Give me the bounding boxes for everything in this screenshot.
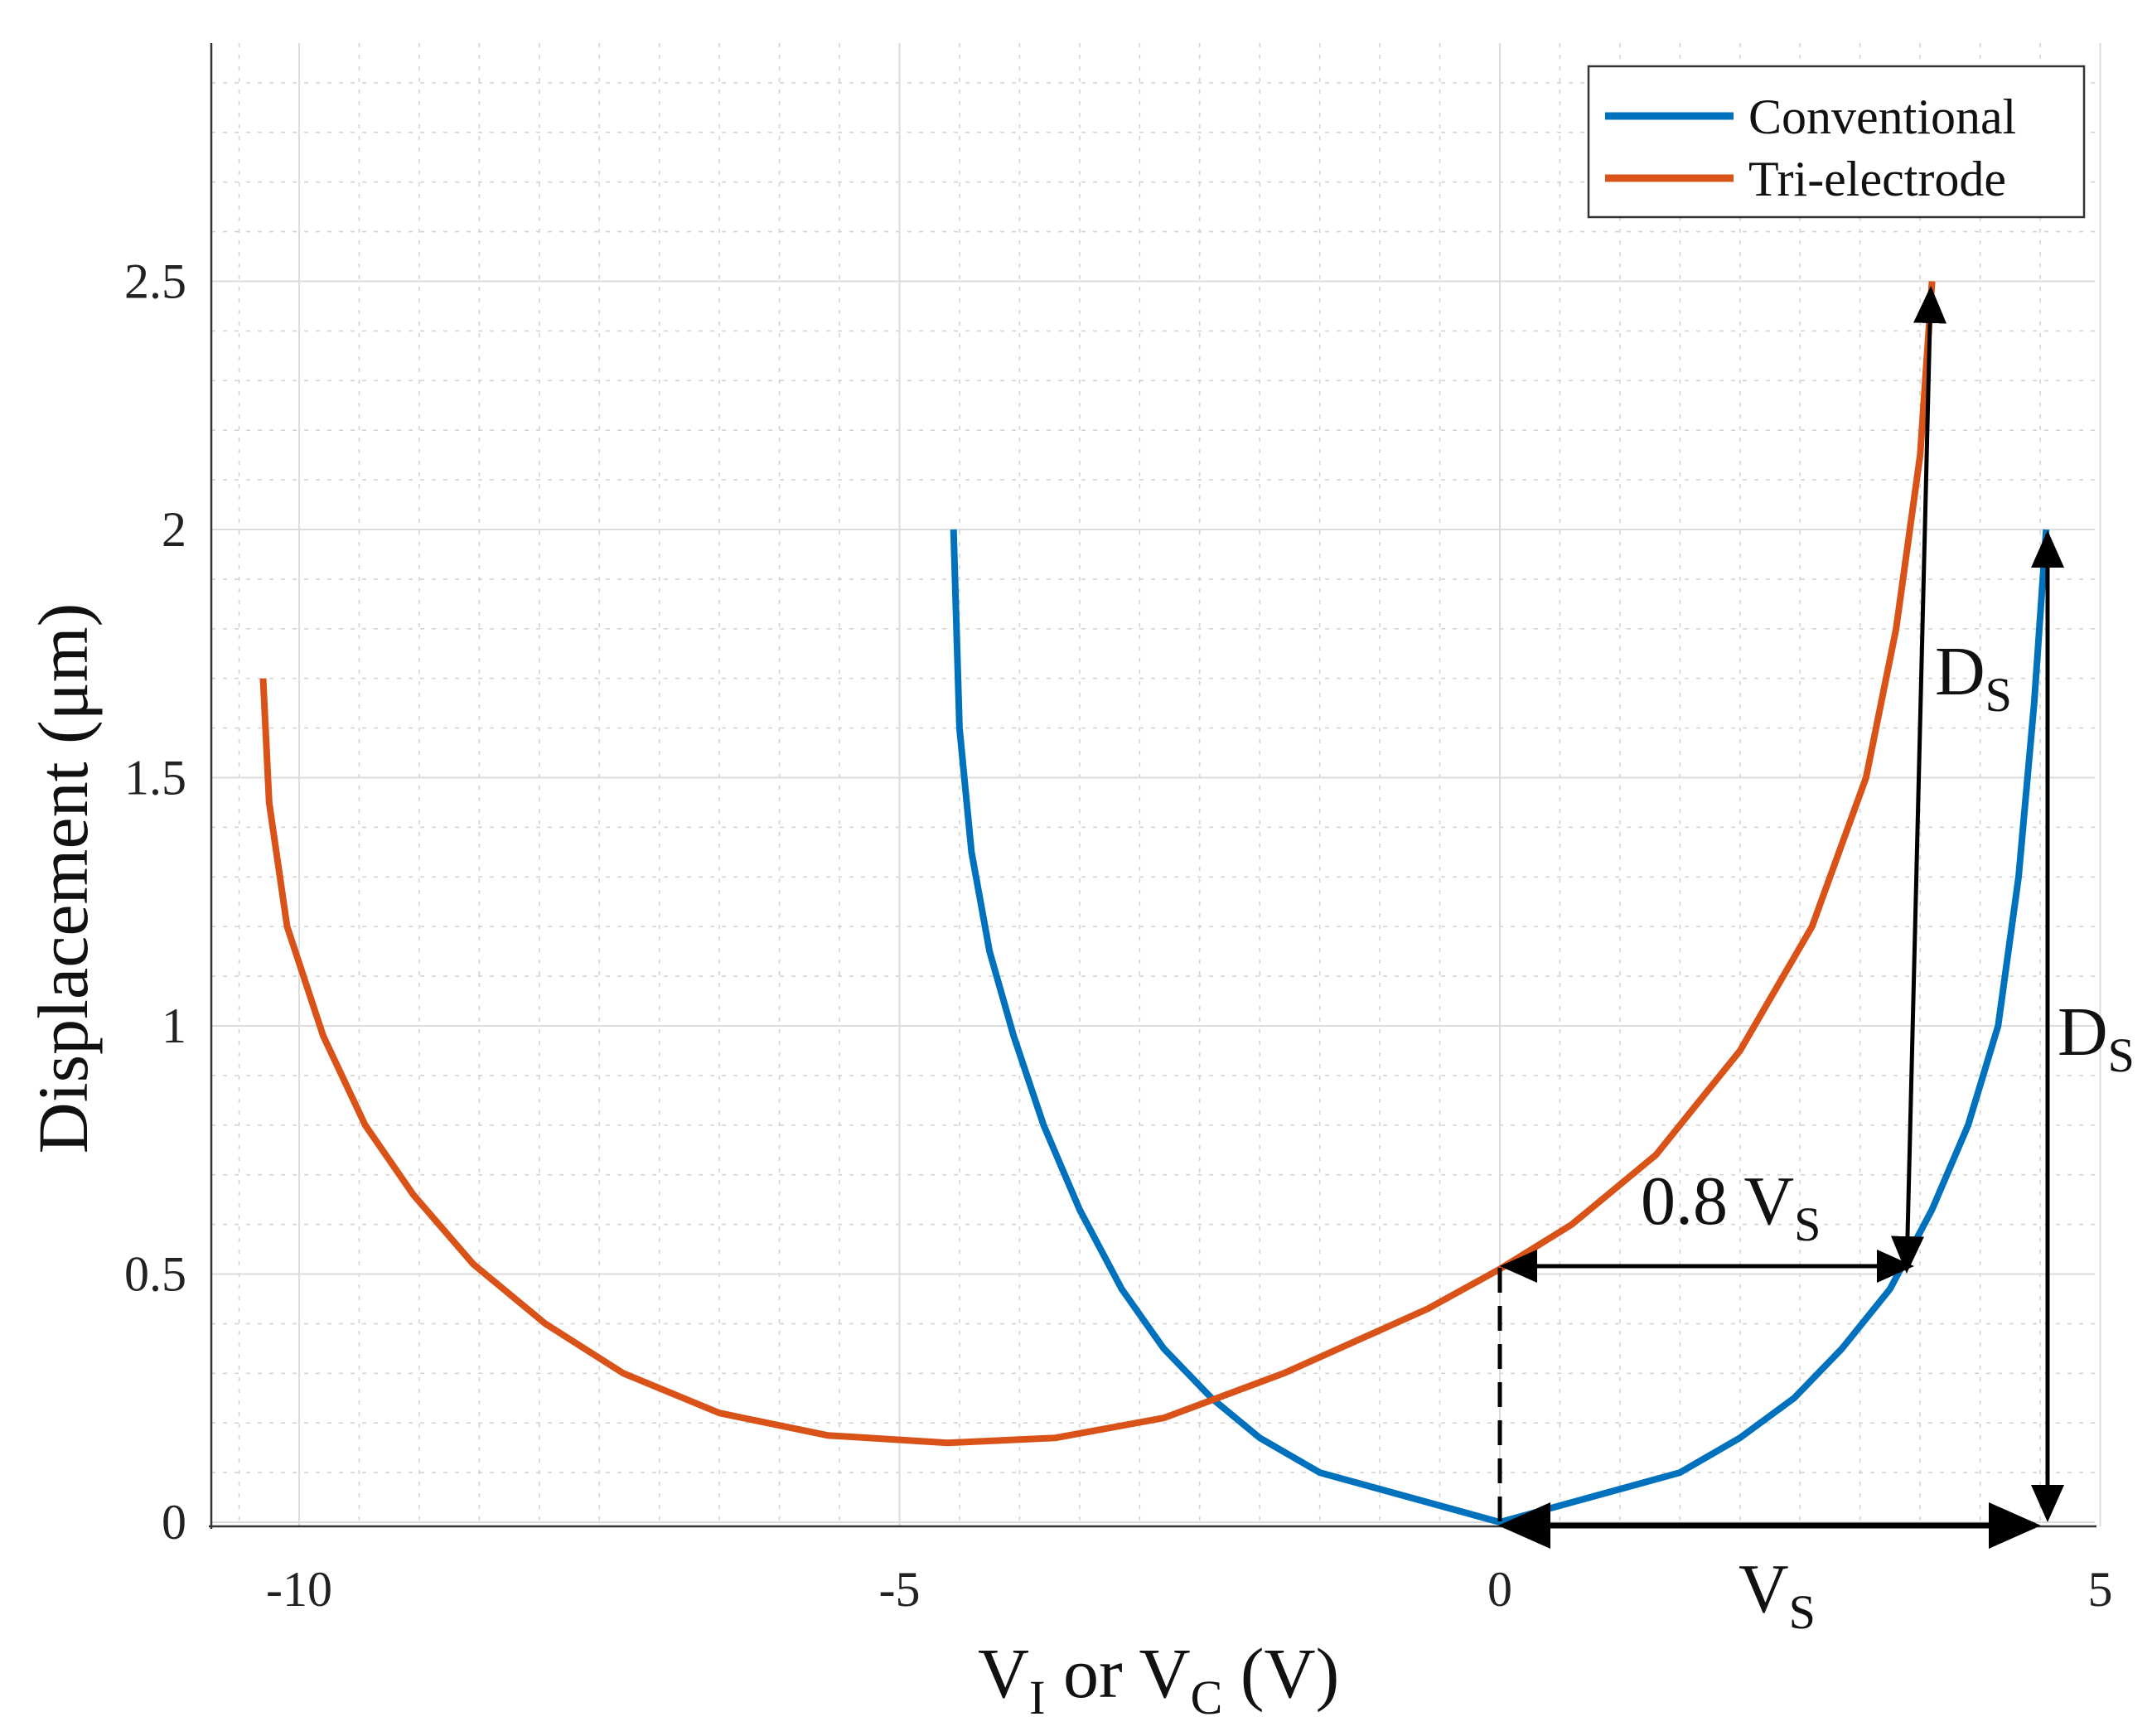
minor-grid bbox=[211, 43, 2095, 1526]
ds-lower-sub: S bbox=[2108, 1028, 2135, 1082]
legend-box bbox=[1587, 65, 2086, 219]
vs-frac-sub: S bbox=[1794, 1197, 1821, 1251]
plot-background bbox=[211, 43, 2095, 1526]
ds-upper-arrow bbox=[1890, 286, 1947, 1274]
y-tick-label: 1 bbox=[162, 999, 186, 1053]
vs-label: VS bbox=[1739, 1550, 1816, 1639]
x-label-mid: or V bbox=[1045, 1633, 1190, 1713]
ds-lower-main: D bbox=[2058, 994, 2108, 1071]
x-axis-label: VI or VC (V) bbox=[978, 1633, 1339, 1724]
vs-main: V bbox=[1739, 1550, 1789, 1627]
ds-upper-sub: S bbox=[1985, 668, 2012, 722]
series-layer bbox=[259, 281, 2050, 1526]
vs-frac-main: 0.8 V bbox=[1641, 1163, 1794, 1240]
legend-label-tri-electrode: Tri-electrode bbox=[1748, 152, 2006, 206]
x-label-sub-c: C bbox=[1191, 1671, 1223, 1724]
y-tick-label: 2 bbox=[162, 502, 186, 557]
series-line-tri-electrode bbox=[259, 281, 1936, 1447]
x-tick-label: -5 bbox=[879, 1562, 921, 1617]
y-tick-label: 2.5 bbox=[124, 254, 186, 309]
x-tick-labels: -10 -5 0 5 bbox=[266, 1562, 2112, 1617]
x-label-sub-i: I bbox=[1029, 1671, 1045, 1724]
y-tick-labels: 0 0.5 1 1.5 2 2.5 bbox=[124, 254, 186, 1550]
y-tick-label: 0 bbox=[162, 1495, 186, 1550]
x-label-v: V bbox=[978, 1633, 1029, 1713]
x-tick-label: 5 bbox=[2088, 1562, 2113, 1617]
ds-upper-label: DS bbox=[1935, 633, 2012, 722]
y-tick-label: 0.5 bbox=[124, 1247, 186, 1302]
vs-frac-label: 0.8 VS bbox=[1641, 1163, 1821, 1251]
annotation-layer bbox=[1497, 286, 2064, 1549]
vs-sub: S bbox=[1789, 1585, 1816, 1639]
series-line-conventional bbox=[950, 529, 2050, 1526]
x-tick-label: -10 bbox=[266, 1562, 332, 1617]
legend: Conventional Tri-electrode bbox=[1587, 65, 2086, 219]
ds-upper-main: D bbox=[1935, 633, 1985, 710]
y-axis-label: Displacement (μm) bbox=[23, 603, 103, 1154]
legend-label-conventional: Conventional bbox=[1748, 89, 2016, 144]
x-label-tail: (V) bbox=[1222, 1633, 1339, 1713]
ds-lower-label: DS bbox=[2058, 994, 2135, 1082]
x-tick-label: 0 bbox=[1487, 1562, 1512, 1617]
y-tick-label: 1.5 bbox=[124, 751, 186, 805]
